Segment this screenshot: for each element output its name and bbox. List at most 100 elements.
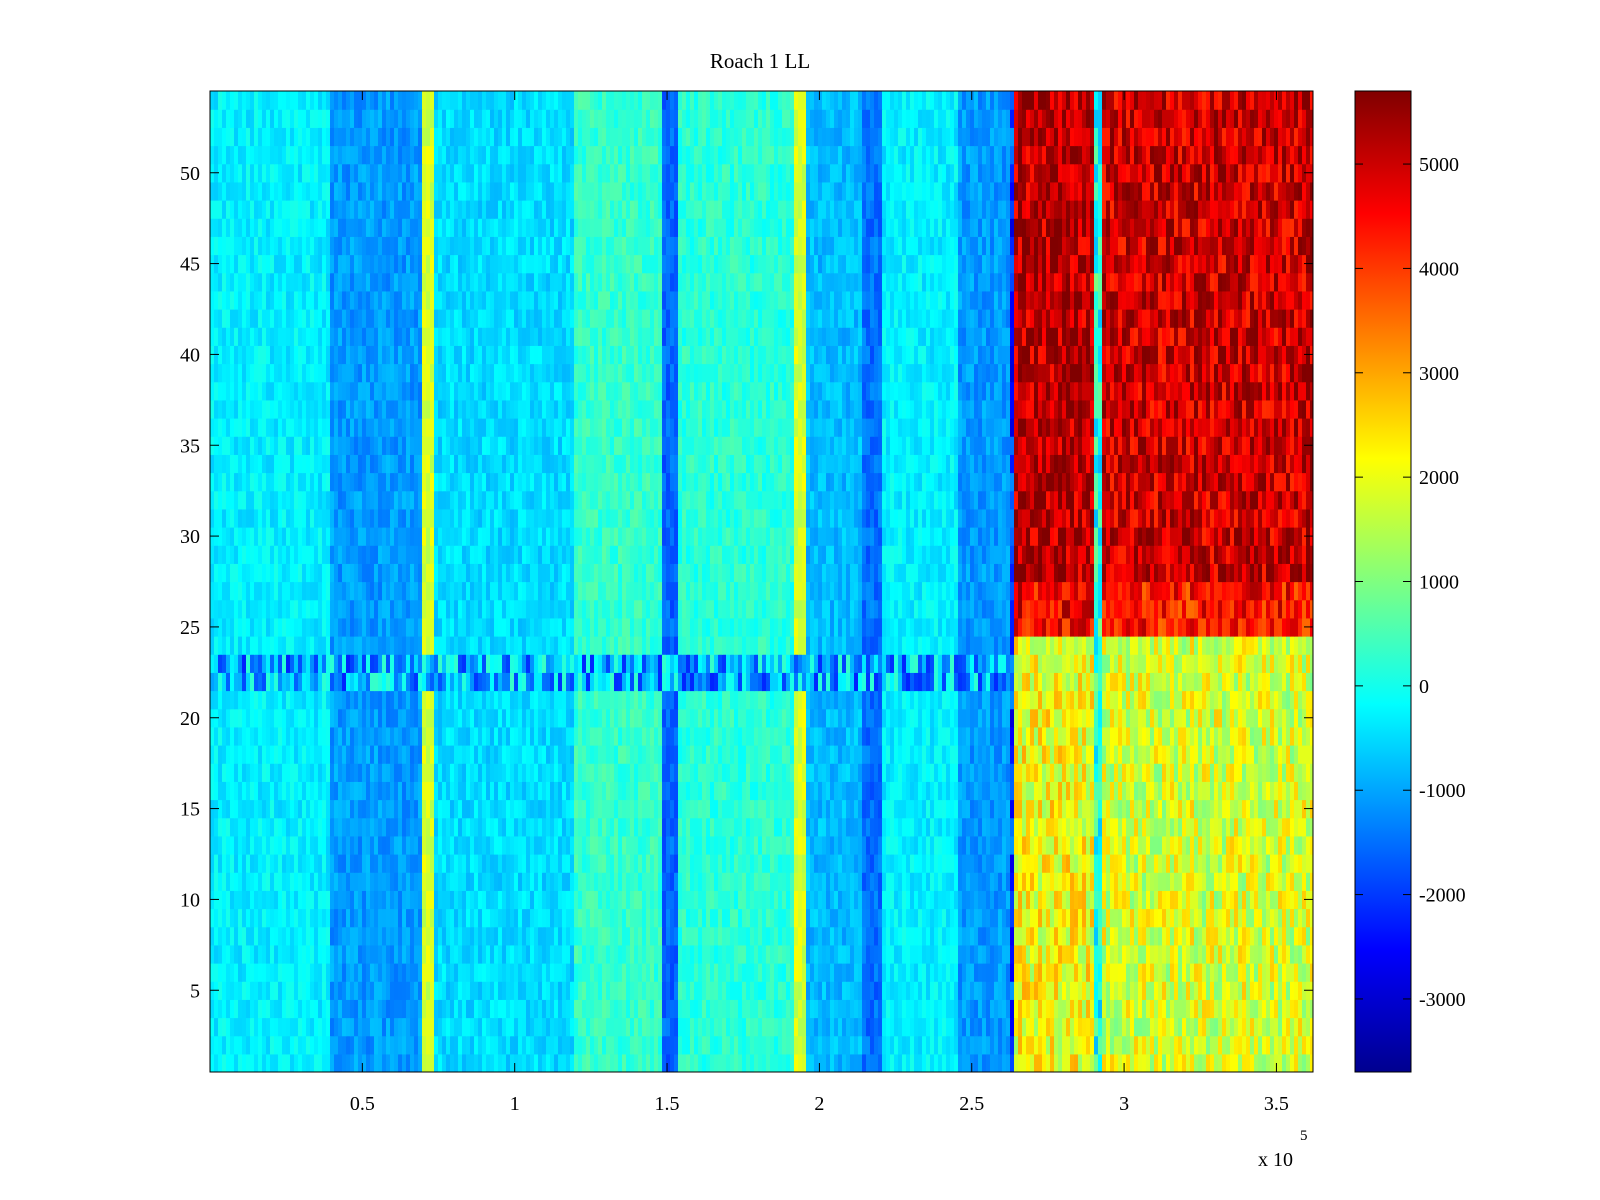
heatmap-cell [1190,908,1195,928]
heatmap-cell [1010,908,1015,928]
heatmap-cell [1098,854,1103,873]
heatmap-cell [770,999,775,1019]
heatmap-cell [682,908,687,928]
heatmap-cell [774,763,779,782]
heatmap-cell [1134,872,1139,891]
heatmap-cell [990,1017,995,1037]
heatmap-cell [266,999,271,1019]
heatmap-cell [438,926,443,946]
heatmap-cell [898,817,903,837]
heatmap-cell [730,781,735,801]
heatmap-cell [414,835,419,855]
heatmap-cell [906,944,911,964]
heatmap-cell [1218,763,1223,782]
heatmap-cell [666,944,671,964]
heatmap-cell [434,1017,439,1037]
heatmap-cell [654,1053,659,1072]
heatmap-cell [630,1053,635,1072]
heatmap-cell [718,944,723,964]
heatmap-cell [766,890,771,910]
heatmap-cell [674,908,679,928]
heatmap-cell [1210,981,1215,1000]
heatmap-cell [1170,872,1175,891]
heatmap-cell [418,999,423,1019]
heatmap-cell [1214,763,1219,782]
heatmap-cell [1190,835,1195,855]
heatmap-cell [530,1053,535,1072]
heatmap-cell [882,981,887,1000]
heatmap-cell [410,981,415,1000]
heatmap-cell [1090,981,1095,1000]
heatmap-cell [690,781,695,801]
heatmap-cell [246,926,251,946]
heatmap-cell [1018,763,1023,782]
heatmap-cell [754,944,759,964]
heatmap-cell [406,926,411,946]
heatmap-cell [518,745,523,764]
heatmap-cell [562,799,567,819]
heatmap-cell [1006,835,1011,855]
heatmap-cell [1078,872,1083,891]
heatmap-cell [1030,963,1035,982]
heatmap-cell [1290,835,1295,855]
heatmap-cell [214,944,219,964]
heatmap-cell [566,763,571,782]
heatmap-cell [634,1017,639,1037]
heatmap-cell [910,926,915,946]
heatmap-cell [374,872,379,891]
heatmap-cell [1154,1017,1159,1037]
heatmap-cell [726,890,731,910]
heatmap-cell [710,908,715,928]
heatmap-cell [1270,890,1275,910]
heatmap-cell [822,835,827,855]
heatmap-cell [1306,963,1311,982]
heatmap-cell [1070,926,1075,946]
heatmap-cell [330,890,335,910]
heatmap-row [210,745,1313,764]
heatmap-cell [978,963,983,982]
heatmap-cell [942,799,947,819]
heatmap-cell [826,745,831,764]
heatmap-cell [366,963,371,982]
heatmap-cell [1278,1053,1283,1072]
heatmap-cell [838,908,843,928]
heatmap-cell [678,781,683,801]
heatmap-cell [250,799,255,819]
heatmap-cell [930,908,935,928]
heatmap-cell [318,1017,323,1037]
heatmap-cell [766,763,771,782]
heatmap-cell [814,745,819,764]
heatmap-cell [430,799,435,819]
heatmap-cell [1130,908,1135,928]
heatmap-cell [342,763,347,782]
heatmap-cell [610,835,615,855]
heatmap-cell [970,745,975,764]
heatmap-cell [374,763,379,782]
heatmap-cell [1022,981,1027,1000]
heatmap-cell [366,999,371,1019]
heatmap-cell [610,999,615,1019]
heatmap-cell [302,835,307,855]
heatmap-cell [406,981,411,1000]
heatmap-cell [922,926,927,946]
heatmap-cell [510,1053,515,1072]
heatmap-cell [458,799,463,819]
heatmap-cell [290,799,295,819]
heatmap-cell [962,781,967,801]
heatmap-cell [422,981,427,1000]
heatmap-cell [582,781,587,801]
heatmap-cell [1066,908,1071,928]
heatmap-cell [370,781,375,801]
heatmap-cell [522,872,527,891]
heatmap-cell [542,745,547,764]
heatmap-cell [342,799,347,819]
heatmap-cell [470,817,475,837]
heatmap-cell [1306,1053,1311,1072]
heatmap-cell [474,817,479,837]
heatmap-cell [1146,745,1151,764]
heatmap-cell [1186,908,1191,928]
heatmap-cell [510,908,515,928]
heatmap-cell [746,999,751,1019]
heatmap-cell [302,1053,307,1072]
heatmap-cell [806,890,811,910]
